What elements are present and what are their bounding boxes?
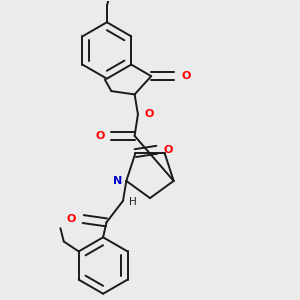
Text: O: O (181, 71, 191, 81)
Text: N: N (113, 176, 123, 186)
Text: O: O (95, 131, 104, 141)
Text: O: O (145, 109, 154, 119)
Text: O: O (164, 145, 173, 155)
Text: O: O (67, 214, 76, 224)
Text: H: H (129, 197, 137, 208)
